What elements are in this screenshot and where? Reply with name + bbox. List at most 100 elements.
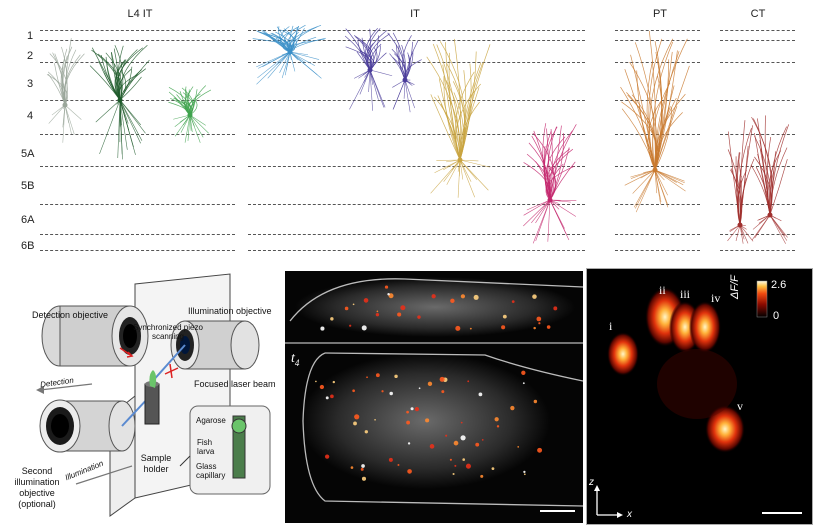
activity-spot xyxy=(538,322,541,325)
inset-box xyxy=(189,405,271,495)
activity-spot xyxy=(354,414,360,420)
layer-boundary-line xyxy=(615,204,700,205)
layer-boundary-line xyxy=(40,40,235,41)
neuron-sketch xyxy=(426,38,491,198)
activity-spot xyxy=(501,325,506,330)
activity-spot xyxy=(441,390,445,394)
activity-spot xyxy=(494,417,499,422)
layer-boundary-line xyxy=(720,166,795,167)
piezo-arrow-icon xyxy=(119,347,179,379)
colorbar-max: 2.6 xyxy=(771,279,787,291)
layer-boundary-line xyxy=(615,166,700,167)
label-fish-larva: Fish larva xyxy=(197,438,215,456)
activity-spot xyxy=(537,447,543,453)
activity-spot xyxy=(460,294,466,299)
activity-spot xyxy=(475,442,480,447)
layer-label-3: 3 xyxy=(27,78,34,90)
label-piezo-scanning: Synchronized piezo scanning xyxy=(133,323,203,341)
activity-spot xyxy=(469,327,472,330)
layer-boundary-line xyxy=(248,250,585,251)
roi-blob-i xyxy=(607,332,639,376)
layer-label-5b: 5B xyxy=(21,180,35,192)
activity-spot xyxy=(417,315,421,319)
layer-boundary-line xyxy=(615,100,700,101)
activity-spot xyxy=(388,293,394,299)
activity-spot xyxy=(431,294,436,299)
roi-label-iii: iii xyxy=(680,287,691,301)
activity-spot xyxy=(445,434,448,437)
activity-spot xyxy=(387,292,390,296)
activity-spot xyxy=(455,325,461,331)
layer-boundary-line xyxy=(615,30,700,31)
activity-spot xyxy=(352,303,355,306)
group-label-l4-it: L4 IT xyxy=(127,8,153,20)
neuron-sketch xyxy=(523,123,577,244)
activity-spot xyxy=(406,420,410,425)
layer-boundary-line xyxy=(615,234,700,235)
neuron-morphology-panel: L4 IT IT PT CT 1 2 3 4 5A 5B 6A 6B xyxy=(0,0,819,262)
activity-spot xyxy=(452,472,455,476)
layer-boundary-line xyxy=(720,234,795,235)
activity-spot xyxy=(320,326,325,331)
neuron-drawings xyxy=(46,24,790,244)
neuron-sketch xyxy=(344,27,393,111)
label-glass-capillary: Glass capillary xyxy=(196,462,226,480)
activity-spot xyxy=(429,444,435,449)
neuron-sketch xyxy=(252,24,326,85)
activity-spot xyxy=(324,454,330,459)
layer-boundary-line xyxy=(248,100,585,101)
activity-spot xyxy=(502,314,507,319)
activity-spot xyxy=(460,421,463,424)
activity-spot xyxy=(481,438,484,441)
layer-boundary-line xyxy=(615,250,700,251)
activity-spot xyxy=(425,418,430,423)
activity-spot xyxy=(350,466,354,469)
roi-blob-v xyxy=(705,405,745,453)
colorbar-min: 0 xyxy=(773,310,780,322)
layer-boundary-line xyxy=(40,134,235,135)
group-label-ct: CT xyxy=(750,8,766,20)
activity-spot xyxy=(374,418,376,421)
roi-blob-iv xyxy=(689,301,721,353)
layer-boundary-line xyxy=(720,204,795,205)
layer-label-5a: 5A xyxy=(21,148,35,160)
layer-boundary-line xyxy=(40,250,235,251)
activity-spot xyxy=(397,312,402,317)
activity-spot xyxy=(491,467,495,471)
light-sheet-setup-diagram: Detection objective Illumination objecti… xyxy=(0,266,283,532)
activity-spot xyxy=(478,392,483,397)
activity-spot xyxy=(406,410,409,414)
activity-spot xyxy=(510,405,515,411)
activity-spot xyxy=(533,399,538,404)
activity-spot xyxy=(465,463,471,469)
layer-boundary-line xyxy=(40,100,235,101)
colorbar xyxy=(756,280,768,318)
activity-spot xyxy=(375,312,380,317)
activity-spot xyxy=(344,306,349,311)
activity-spot xyxy=(427,381,433,387)
label-second-illumination-objective: Second illumination objective (optional) xyxy=(14,466,60,509)
activity-spot xyxy=(536,316,542,322)
roi-label-ii: ii xyxy=(659,283,666,297)
neuron-sketch xyxy=(89,44,150,160)
activity-spot xyxy=(439,376,445,382)
activity-spot xyxy=(454,464,457,467)
activity-spot xyxy=(400,305,406,311)
neuron-sketch xyxy=(46,38,85,143)
activity-spot xyxy=(414,407,420,412)
label-agarose: Agarose xyxy=(196,416,226,425)
second-illumination-objective-icon xyxy=(39,399,136,453)
activity-spot xyxy=(496,425,500,428)
timepoint-label: t4 xyxy=(291,351,299,368)
roi-label-v: v xyxy=(737,399,743,413)
group-label-it: IT xyxy=(410,8,420,20)
axis-label-z: z xyxy=(589,477,594,488)
layer-boundary-line xyxy=(720,40,795,41)
activity-spot xyxy=(480,474,484,478)
activity-spot xyxy=(418,387,421,390)
label-focused-laser-beam: Focused laser beam xyxy=(194,379,276,389)
layer-boundary-line xyxy=(40,30,235,31)
activity-spot xyxy=(315,380,317,383)
layer-boundary-line xyxy=(615,40,700,41)
layer-label-2: 2 xyxy=(27,50,34,62)
